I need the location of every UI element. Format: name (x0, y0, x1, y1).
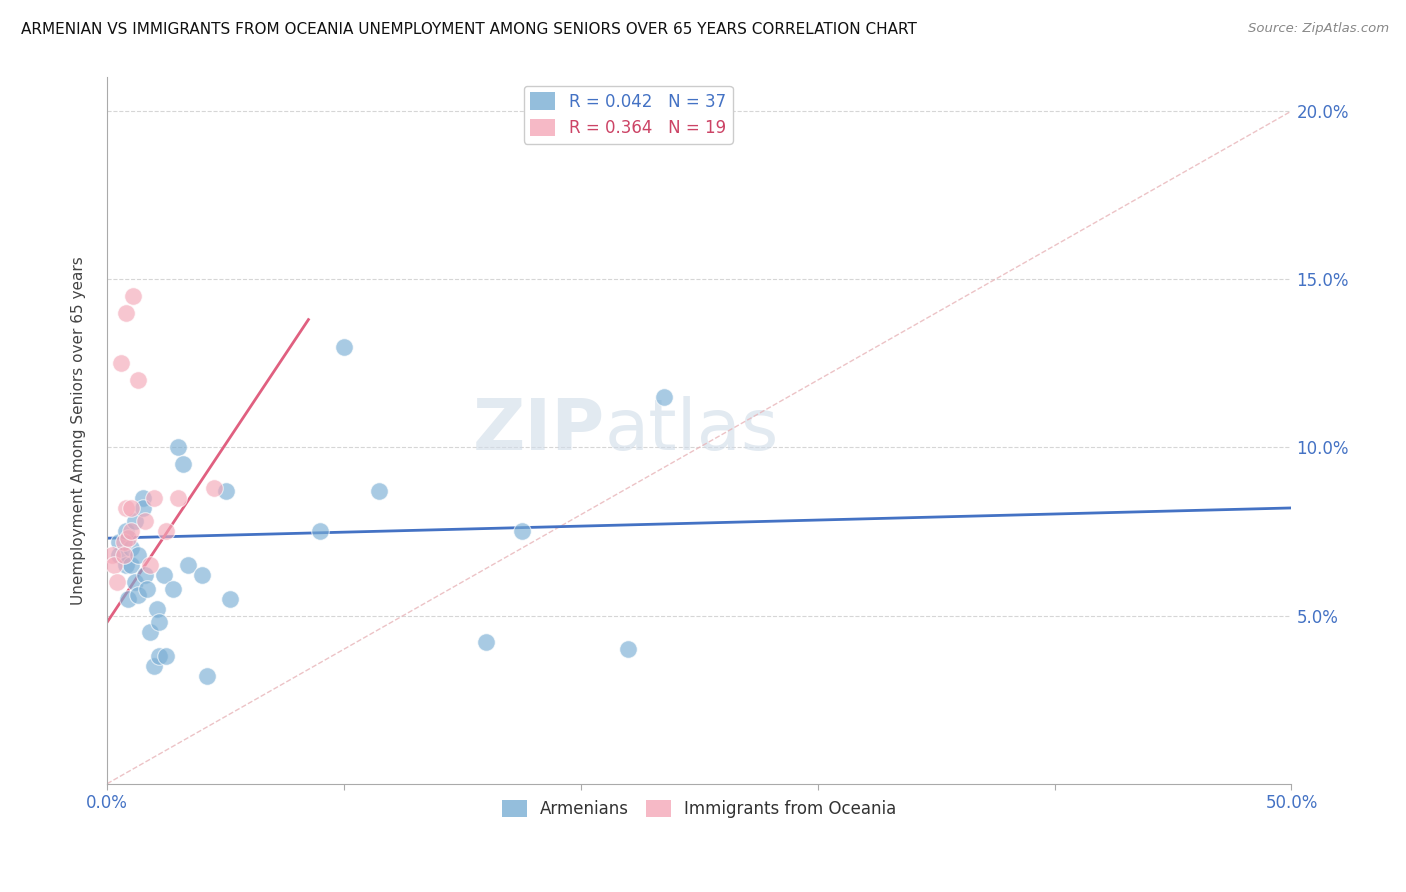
Point (167, 491, 190, 505)
Point (176, 558, 198, 573)
Point (475, 635, 498, 649)
Point (309, 524, 332, 539)
Point (219, 591, 242, 606)
Point (112, 534, 135, 549)
Point (510, 524, 533, 539)
Point (122, 289, 145, 303)
Point (153, 568, 176, 582)
Point (120, 541, 142, 556)
Point (108, 534, 131, 549)
Text: ARMENIAN VS IMMIGRANTS FROM OCEANIA UNEMPLOYMENT AMONG SENIORS OVER 65 YEARS COR: ARMENIAN VS IMMIGRANTS FROM OCEANIA UNEM… (21, 22, 917, 37)
Point (143, 659, 166, 673)
Point (120, 558, 142, 573)
Point (617, 642, 640, 657)
Point (120, 524, 142, 539)
Point (108, 548, 131, 562)
Point (127, 588, 149, 602)
Point (172, 457, 194, 471)
Point (115, 524, 138, 539)
Point (131, 491, 153, 505)
Point (124, 515, 146, 529)
Text: atlas: atlas (605, 396, 779, 465)
Point (148, 648, 170, 663)
Point (117, 531, 139, 545)
Point (167, 441, 190, 455)
Point (124, 574, 146, 589)
Point (155, 524, 177, 539)
Text: Source: ZipAtlas.com: Source: ZipAtlas.com (1249, 22, 1389, 36)
Point (162, 582, 184, 596)
Y-axis label: Unemployment Among Seniors over 65 years: Unemployment Among Seniors over 65 years (72, 256, 86, 605)
Point (195, 669, 218, 683)
Point (148, 615, 170, 630)
Point (368, 484, 391, 499)
Point (652, 390, 675, 404)
Point (131, 500, 153, 515)
Point (105, 574, 128, 589)
Point (115, 500, 138, 515)
Point (115, 558, 138, 573)
Point (202, 481, 225, 495)
Text: ZIP: ZIP (472, 396, 605, 465)
Point (155, 648, 177, 663)
Point (214, 484, 236, 499)
Point (134, 568, 156, 582)
Point (138, 558, 160, 573)
Legend: Armenians, Immigrants from Oceania: Armenians, Immigrants from Oceania (495, 793, 903, 825)
Point (127, 548, 149, 562)
Point (134, 515, 156, 529)
Point (191, 568, 214, 582)
Point (112, 548, 135, 562)
Point (120, 500, 142, 515)
Point (333, 339, 356, 353)
Point (103, 558, 125, 573)
Point (110, 356, 132, 370)
Point (115, 306, 138, 320)
Point (117, 591, 139, 606)
Point (143, 491, 166, 505)
Point (127, 373, 149, 387)
Point (146, 602, 169, 616)
Point (138, 625, 160, 640)
Point (136, 582, 159, 596)
Point (101, 548, 124, 562)
